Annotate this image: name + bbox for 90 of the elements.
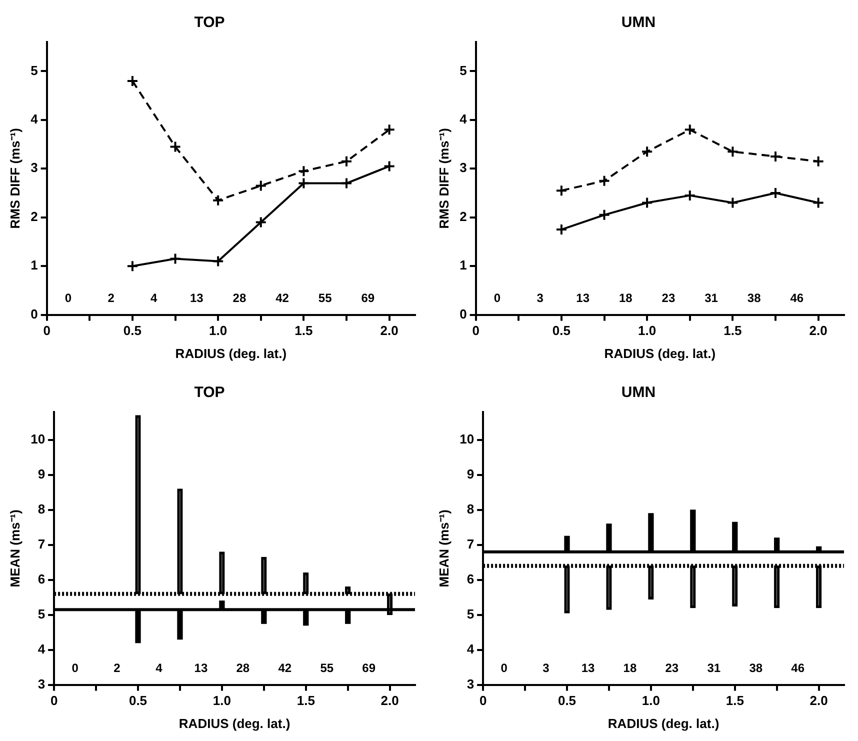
y-tick-label: 3 (30, 160, 38, 176)
annotation: 0 (494, 291, 501, 306)
y-axis-title: RMS DIFF (ms⁻¹) (436, 128, 452, 229)
x-tick-label: 0 (479, 693, 487, 708)
annotation: 69 (362, 661, 376, 676)
x-tick-label: 0.5 (558, 693, 576, 708)
x-tick-label: 1.0 (212, 693, 231, 708)
annotation: 18 (623, 661, 637, 676)
y-tick-label: 7 (38, 536, 46, 552)
y-tick-label: 9 (38, 466, 46, 482)
y-tick-label: 4 (466, 641, 475, 656)
annotation: 3 (542, 661, 550, 676)
y-axis-title: MEAN (ms⁻¹) (7, 510, 22, 588)
annotation: 42 (278, 661, 292, 676)
annotation: 38 (747, 291, 762, 306)
x-tick-label: 0.5 (123, 323, 142, 338)
y-tick-label: 8 (38, 502, 46, 517)
x-axis-title: RADIUS (deg. lat.) (604, 346, 716, 361)
annotation: 28 (236, 661, 250, 676)
annotation: 46 (791, 661, 805, 676)
x-tick-label: 1.0 (638, 323, 656, 338)
annotation: 31 (704, 291, 718, 306)
annotation: 13 (576, 291, 590, 306)
x-tick-label: 1.0 (209, 323, 228, 338)
x-tick-label: 1.5 (726, 693, 744, 708)
y-tick-label: 10 (30, 432, 46, 447)
y-tick-label: 3 (466, 676, 474, 692)
x-tick-label: 2.0 (380, 323, 398, 338)
y-tick-label: 2 (460, 208, 467, 224)
y-tick-label: 8 (466, 502, 474, 517)
annotation: 2 (108, 291, 115, 306)
annotation: 69 (361, 291, 375, 306)
annotation: 23 (665, 661, 679, 676)
annotation: 55 (318, 291, 332, 306)
y-tick-label: 0 (460, 306, 467, 322)
y-axis-title: MEAN (ms⁻¹) (436, 510, 452, 588)
annotation: 46 (790, 291, 804, 306)
y-tick-label: 5 (460, 62, 467, 78)
y-tick-label: 5 (466, 606, 474, 622)
annotation: 31 (707, 661, 721, 676)
x-tick-label: 1.0 (642, 693, 660, 708)
x-tick-label: 1.5 (294, 323, 313, 338)
annotation: 23 (662, 291, 676, 306)
y-tick-label: 10 (460, 432, 474, 447)
annotation: 13 (581, 661, 595, 676)
y-tick-label: 3 (38, 676, 46, 692)
y-tick-label: 4 (30, 112, 39, 127)
x-axis-title: RADIUS (deg. lat.) (175, 346, 287, 361)
y-tick-label: 6 (38, 571, 46, 586)
annotation: 3 (536, 291, 544, 306)
x-tick-label: 2.0 (809, 323, 828, 338)
y-tick-label: 3 (460, 160, 467, 176)
annotation: 2 (114, 661, 121, 676)
y-tick-label: 5 (38, 606, 46, 622)
x-tick-label: 1.5 (296, 693, 315, 708)
y-axis-title: RMS DIFF (ms⁻¹) (7, 128, 22, 229)
y-tick-label: 9 (466, 466, 474, 482)
y-tick-label: 0 (30, 306, 38, 322)
x-tick-label: 1.5 (724, 323, 742, 338)
y-tick-label: 2 (30, 208, 38, 224)
annotation: 13 (190, 291, 204, 306)
chart-title: UMN (621, 14, 656, 32)
annotation: 0 (500, 661, 508, 676)
y-tick-label: 4 (460, 112, 468, 127)
chart-title: TOP (194, 384, 225, 402)
annotation: 28 (232, 291, 246, 306)
annotation: 0 (64, 291, 72, 306)
annotation: 13 (194, 661, 208, 676)
x-tick-label: 0.5 (552, 323, 570, 338)
y-tick-label: 1 (30, 258, 38, 273)
x-tick-label: 0.5 (128, 693, 148, 708)
y-tick-label: 7 (466, 536, 474, 552)
annotation: 4 (150, 291, 158, 306)
chart-title: TOP (194, 14, 225, 32)
chart-title: UMN (621, 384, 656, 402)
annotation: 18 (618, 291, 633, 306)
x-tick-label: 0 (50, 693, 58, 708)
annotation: 42 (276, 291, 290, 306)
annotation: 0 (72, 661, 79, 676)
y-tick-label: 4 (38, 641, 46, 656)
annotation: 38 (749, 661, 763, 676)
y-tick-label: 1 (460, 258, 467, 273)
x-tick-label: 2.0 (380, 693, 399, 708)
y-tick-label: 5 (30, 62, 38, 78)
x-axis-title: RADIUS (deg. lat.) (608, 716, 720, 731)
y-tick-label: 6 (466, 571, 474, 586)
annotation: 55 (320, 661, 334, 676)
annotation: 4 (156, 661, 163, 676)
x-tick-label: 2.0 (810, 693, 828, 708)
x-axis-title: RADIUS (deg. lat.) (178, 716, 290, 731)
